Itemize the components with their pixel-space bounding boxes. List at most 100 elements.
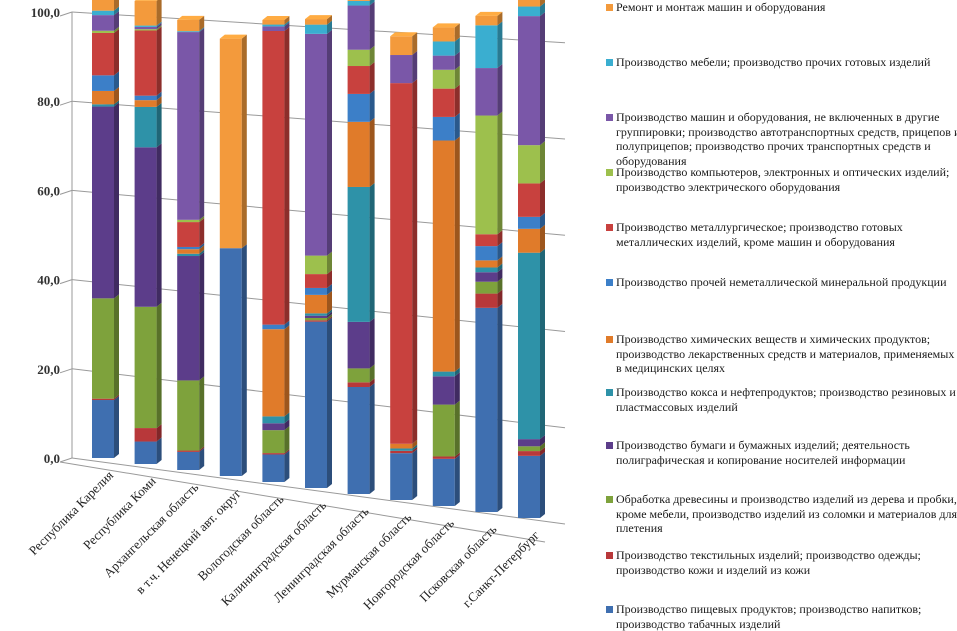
legend-swatch <box>606 224 613 231</box>
bar-segment <box>518 228 540 253</box>
bar-segment <box>518 216 540 229</box>
bar-segment <box>518 145 540 184</box>
bar-segment-side <box>199 252 205 381</box>
bar-segment <box>305 294 327 314</box>
bar-segment-side <box>497 111 503 235</box>
grid-tick <box>59 189 73 195</box>
bar-segment <box>92 298 114 399</box>
bar-segment <box>432 404 455 457</box>
bar-segment-side <box>369 383 375 494</box>
bar-segment <box>177 31 200 33</box>
legend-item: Производство кокса и нефтепродуктов; про… <box>606 385 957 414</box>
bar-segment <box>347 66 370 94</box>
legend-label: Производство мебели; производство прочих… <box>616 55 931 69</box>
bar-segment <box>134 306 157 429</box>
bar-segment <box>305 320 327 322</box>
bar-segment-side <box>454 51 460 70</box>
bar-segment-side <box>199 376 205 451</box>
bar-segment <box>92 30 114 33</box>
bar-segment-side <box>327 316 332 322</box>
legend-item: Производство машин и оборудования, не вк… <box>606 110 957 168</box>
bar-segment <box>219 248 242 476</box>
legend-swatch <box>606 389 613 396</box>
legend-swatch <box>606 114 613 121</box>
bar-segment-side <box>540 179 545 217</box>
bar-segment <box>347 186 370 322</box>
bar-segment-side <box>497 64 503 116</box>
legend-label: Производство пищевых продуктов; производ… <box>616 602 922 631</box>
bar-segment-side <box>412 51 418 84</box>
x-tick-label: Ленинградская область <box>270 503 372 605</box>
bar-segment-side <box>540 212 545 229</box>
bar-segment-side <box>454 136 460 372</box>
bar-segment-side <box>369 364 375 383</box>
bar-segment-side <box>540 451 545 518</box>
legend-label: Производство компьютеров, электронных и … <box>616 165 950 194</box>
bar-segment <box>475 307 498 512</box>
bar-stack <box>219 34 247 476</box>
bar-segment-side <box>284 22 290 31</box>
bar-segment-side <box>540 0 545 7</box>
x-tick-label: Вологодская область <box>195 491 287 583</box>
bar-segment <box>262 416 285 424</box>
bar-segment <box>305 315 327 318</box>
bar-segment-side <box>114 100 119 107</box>
bar-segment <box>92 75 114 91</box>
legend-item: Производство компьютеров, электронных и … <box>606 165 957 194</box>
bar-segment-side <box>114 6 119 16</box>
bar-segment <box>475 246 498 261</box>
bar-segment <box>177 380 200 451</box>
bar-segment-side <box>114 71 119 91</box>
bar-segment <box>390 55 413 84</box>
bar-segment <box>134 29 157 31</box>
grid-tick <box>59 11 73 17</box>
bar-segment-side <box>412 449 418 500</box>
legend-label: Производство прочей неметаллической мине… <box>616 275 947 289</box>
grid-tick <box>59 100 73 106</box>
bar-segment-side <box>327 29 332 256</box>
gridline <box>71 457 566 525</box>
bar-stack <box>305 15 332 488</box>
bar-segment-side <box>369 62 375 94</box>
bar-stack <box>134 0 162 464</box>
bar-segment <box>134 441 157 464</box>
bar-segment-side <box>412 444 418 451</box>
bar-segment <box>432 458 455 506</box>
bar-segment-side <box>199 218 205 247</box>
bar-segment <box>518 0 540 7</box>
bar-segment-side <box>497 263 503 273</box>
bar-segment <box>305 24 327 34</box>
bar-segment <box>347 121 370 187</box>
bar-segment <box>432 69 455 89</box>
legend-item: Производство прочей неметаллической мине… <box>606 275 957 290</box>
bar-segment <box>475 281 498 294</box>
bar-segment-side <box>369 117 375 187</box>
bar-segment-side <box>241 34 247 249</box>
bar-segment <box>177 249 200 254</box>
bar-segment-side <box>540 248 545 440</box>
bar-segment <box>347 0 370 6</box>
bar-segment-side <box>454 84 460 117</box>
bar-segment-side <box>241 244 247 476</box>
bar-segment <box>305 313 327 316</box>
bar-segment <box>432 140 455 372</box>
bar-segment <box>390 83 413 444</box>
bar-segment <box>347 321 370 369</box>
bar-segment-side <box>454 367 460 377</box>
bar-segment-side <box>412 32 418 56</box>
bar-segment-side <box>412 79 418 444</box>
bar-segment <box>177 222 200 247</box>
bar-segment-side <box>454 400 460 457</box>
bar-segment-side <box>497 277 503 294</box>
bar-segment-side <box>156 22 162 30</box>
bar-segment <box>262 454 285 482</box>
bar-segment-side <box>199 28 205 220</box>
bar-segment-side <box>114 394 119 401</box>
bar-segment <box>92 104 114 107</box>
bar-segment <box>92 0 114 11</box>
bar-segment-side <box>540 224 545 253</box>
bar-segment <box>92 15 114 31</box>
legend-swatch <box>606 496 613 503</box>
bar-segment-side <box>327 251 332 275</box>
bar-segment-side <box>284 26 290 325</box>
